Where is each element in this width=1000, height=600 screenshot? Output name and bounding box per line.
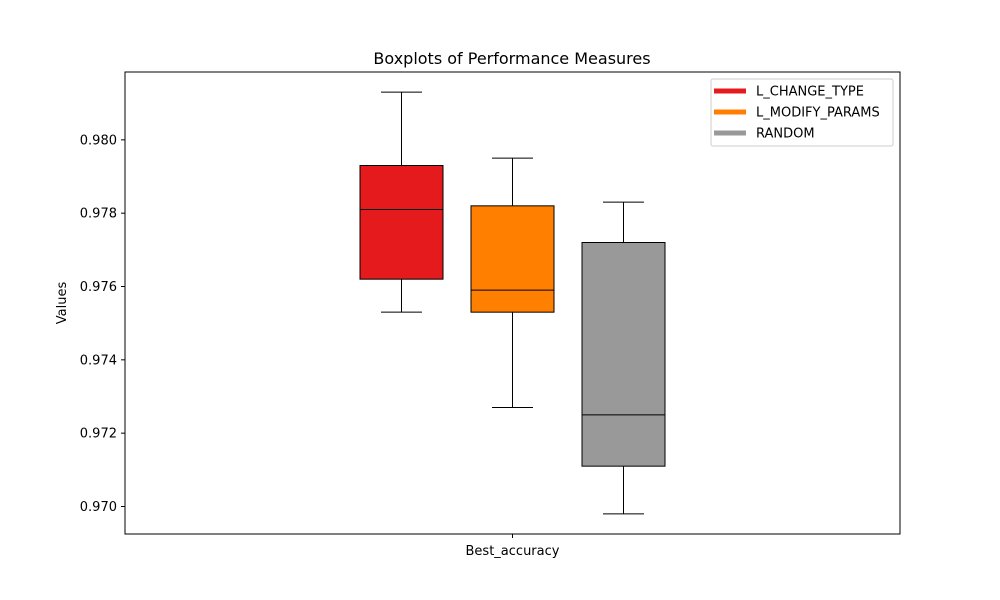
plot-area-frame xyxy=(124,71,901,535)
y-axis-label: Values xyxy=(55,282,70,325)
chart-title: Boxplots of Performance Measures xyxy=(373,49,650,68)
legend-label: L_CHANGE_TYPE xyxy=(756,85,864,100)
y-tick-label: 0.972 xyxy=(80,427,117,442)
legend-item: L_MODIFY_PARAMS xyxy=(714,106,880,121)
y-tick-label: 0.974 xyxy=(80,353,117,368)
y-tick-label: 0.970 xyxy=(80,500,117,515)
x-tick-label: Best_accuracy xyxy=(466,544,560,559)
legend-frame xyxy=(710,78,894,147)
iqr-box xyxy=(359,165,444,280)
legend-item: L_CHANGE_TYPE xyxy=(714,85,864,100)
y-tick-label: 0.978 xyxy=(80,207,117,222)
legend-label: RANDOM xyxy=(756,127,815,142)
y-axis-ticks: 0.970 0.972 0.974 0.976 0.978 0.980 xyxy=(80,133,125,515)
x-axis-ticks: Best_accuracy xyxy=(466,534,560,559)
iqr-box xyxy=(470,205,555,313)
y-tick-label: 0.980 xyxy=(80,133,117,148)
box-group xyxy=(359,91,666,515)
box-l-change-type xyxy=(359,91,444,313)
legend-item: RANDOM xyxy=(714,127,815,142)
box-random xyxy=(581,201,666,515)
y-tick-label: 0.976 xyxy=(80,280,117,295)
iqr-box xyxy=(581,242,666,467)
box-l-modify-params xyxy=(470,157,555,408)
legend: L_CHANGE_TYPE L_MODIFY_PARAMS RANDOM xyxy=(710,78,894,147)
legend-label: L_MODIFY_PARAMS xyxy=(756,106,880,121)
